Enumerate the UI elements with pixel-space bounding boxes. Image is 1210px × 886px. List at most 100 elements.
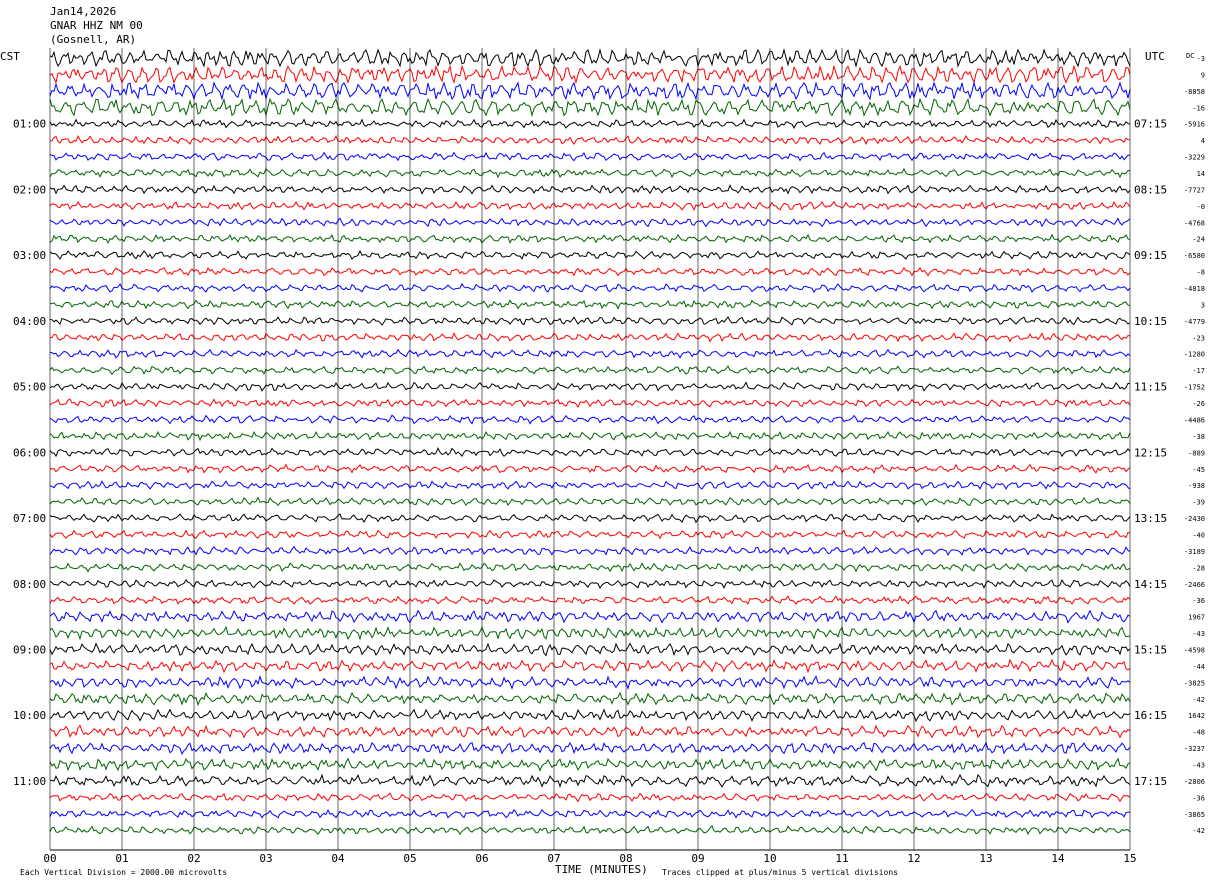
dc-offset-label: -4598 bbox=[1184, 646, 1205, 654]
dc-offset-label: -4486 bbox=[1184, 416, 1205, 424]
right-timezone-label: UTC bbox=[1145, 50, 1165, 63]
right-hour-label: 07:15 bbox=[1134, 118, 1167, 131]
trace-45 bbox=[49, 773, 1131, 788]
trace-6 bbox=[50, 134, 1131, 146]
dc-offset-label: -2806 bbox=[1184, 778, 1205, 786]
dc-offset-label: -16 bbox=[1192, 104, 1205, 112]
right-hour-label: 10:15 bbox=[1134, 315, 1167, 328]
dc-offset-label: -17 bbox=[1192, 367, 1205, 375]
trace-27 bbox=[49, 480, 1131, 490]
trace-28 bbox=[49, 496, 1131, 507]
dc-offset-labels: -39-8058-16-59164-322914-7727-0-4768-24-… bbox=[1184, 55, 1205, 835]
header-date: Jan14,2026 bbox=[50, 5, 117, 18]
trace-44 bbox=[49, 757, 1131, 772]
dc-offset-label: -2466 bbox=[1184, 581, 1205, 589]
trace-5 bbox=[49, 118, 1131, 129]
trace-11 bbox=[49, 217, 1131, 228]
x-tick-11: 11 bbox=[835, 852, 848, 865]
left-hour-label: 05:00 bbox=[13, 381, 46, 394]
minute-gridlines bbox=[49, 48, 1131, 851]
right-hour-label: 13:15 bbox=[1134, 512, 1167, 525]
trace-group bbox=[49, 48, 1131, 836]
dc-offset-label: -5916 bbox=[1184, 121, 1205, 129]
dc-offset-label: -43 bbox=[1192, 630, 1205, 638]
x-tick-13: 13 bbox=[979, 852, 992, 865]
trace-43 bbox=[49, 741, 1131, 756]
dc-offset-label: -44 bbox=[1192, 663, 1205, 671]
left-hour-label: 04:00 bbox=[13, 315, 46, 328]
dc-offset-label: -23 bbox=[1192, 334, 1205, 342]
x-tick-02: 02 bbox=[187, 852, 200, 865]
trace-37 bbox=[49, 642, 1131, 657]
trace-41 bbox=[49, 708, 1131, 723]
dc-offset-label: -1752 bbox=[1184, 384, 1205, 392]
left-hour-label: 03:00 bbox=[13, 249, 46, 262]
trace-25 bbox=[49, 447, 1131, 458]
trace-14 bbox=[49, 266, 1131, 277]
dc-offset-label: -938 bbox=[1188, 482, 1205, 490]
dc-offset-label: -3229 bbox=[1184, 154, 1205, 162]
trace-23 bbox=[49, 414, 1131, 425]
dc-offset-label: -42 bbox=[1192, 696, 1205, 704]
trace-22 bbox=[49, 398, 1131, 409]
x-axis-label: TIME (MINUTES) bbox=[555, 863, 648, 876]
dc-offset-label: -6580 bbox=[1184, 252, 1205, 260]
trace-39 bbox=[49, 674, 1131, 691]
right-hour-label: 12:15 bbox=[1134, 446, 1167, 459]
right-hour-label: 09:15 bbox=[1134, 249, 1167, 262]
left-hour-label: 01:00 bbox=[13, 118, 46, 131]
left-timezone-label: CST bbox=[0, 50, 20, 63]
dc-offset-label: -39 bbox=[1192, 499, 1205, 507]
dc-offset-label: 1642 bbox=[1188, 712, 1205, 720]
dc-offset-label: -45 bbox=[1192, 466, 1205, 474]
trace-33 bbox=[49, 578, 1131, 590]
x-tick-07: 07 bbox=[547, 852, 560, 865]
dc-offset-label: -43 bbox=[1192, 761, 1205, 769]
trace-8 bbox=[49, 167, 1131, 179]
dc-offset-label: 1967 bbox=[1188, 614, 1205, 622]
dc-offset-label: 4 bbox=[1201, 137, 1205, 145]
dc-offset-label: -4818 bbox=[1184, 285, 1205, 293]
trace-46 bbox=[49, 792, 1131, 803]
trace-42 bbox=[49, 724, 1131, 739]
trace-35 bbox=[49, 609, 1131, 624]
trace-38 bbox=[49, 658, 1131, 674]
dc-offset-label: -2430 bbox=[1184, 515, 1205, 523]
dc-offset-label: -3865 bbox=[1184, 811, 1205, 819]
x-tick-15: 15 bbox=[1123, 852, 1136, 865]
dc-offset-label: -0 bbox=[1197, 203, 1205, 211]
trace-34 bbox=[49, 594, 1131, 605]
trace-15 bbox=[49, 282, 1131, 294]
right-hour-label: 11:15 bbox=[1134, 381, 1167, 394]
right-hour-label: 15:15 bbox=[1134, 643, 1167, 656]
dc-offset-label: -3825 bbox=[1184, 679, 1205, 687]
x-tick-10: 10 bbox=[763, 852, 776, 865]
x-tick-14: 14 bbox=[1051, 852, 1065, 865]
left-hour-label: 06:00 bbox=[13, 446, 46, 459]
left-hour-label: 08:00 bbox=[13, 578, 46, 591]
x-tick-01: 01 bbox=[115, 852, 128, 865]
dc-offset-label: -3189 bbox=[1184, 548, 1205, 556]
x-tick-08: 08 bbox=[619, 852, 632, 865]
dc-offset-label: -28 bbox=[1192, 564, 1205, 572]
right-hour-label: 16:15 bbox=[1134, 709, 1167, 722]
dc-offset-label: -40 bbox=[1192, 531, 1205, 539]
dc-label: DC bbox=[1186, 52, 1194, 60]
dc-offset-label: -38 bbox=[1192, 433, 1205, 441]
x-tick-03: 03 bbox=[259, 852, 272, 865]
trace-24 bbox=[49, 430, 1131, 442]
trace-40 bbox=[49, 691, 1131, 707]
dc-offset-label: -3237 bbox=[1184, 745, 1205, 753]
trace-30 bbox=[49, 529, 1131, 540]
left-hour-label: 11:00 bbox=[13, 775, 46, 788]
dc-offset-label: 14 bbox=[1197, 170, 1205, 178]
dc-offset-label: -24 bbox=[1192, 236, 1205, 244]
trace-3 bbox=[49, 80, 1131, 101]
trace-36 bbox=[49, 625, 1131, 641]
footer-scale-note: Each Vertical Division = 2000.00 microvo… bbox=[20, 868, 227, 877]
header-location: (Gosnell, AR) bbox=[50, 33, 137, 46]
left-hour-label: 10:00 bbox=[13, 709, 46, 722]
footer-clip-note: Traces clipped at plus/minus 5 vertical … bbox=[662, 868, 898, 877]
trace-20 bbox=[49, 365, 1131, 376]
